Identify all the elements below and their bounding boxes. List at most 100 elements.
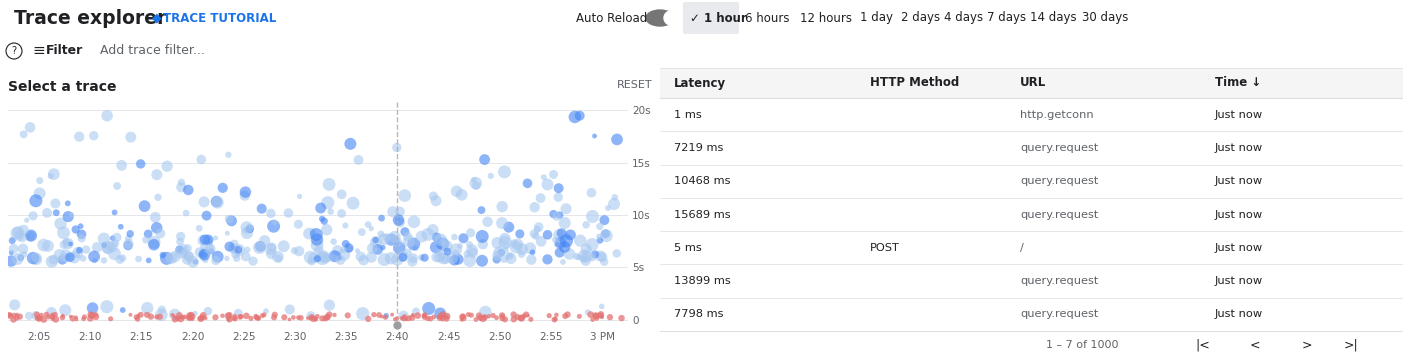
Point bbox=[481, 313, 504, 318]
Point bbox=[173, 251, 195, 256]
Point bbox=[386, 145, 408, 150]
Point bbox=[261, 244, 283, 250]
Point bbox=[595, 231, 617, 237]
Point bbox=[216, 230, 239, 236]
Point bbox=[220, 218, 243, 224]
Point bbox=[194, 257, 216, 263]
Point bbox=[219, 316, 241, 322]
Point bbox=[337, 313, 359, 318]
Point bbox=[380, 237, 403, 242]
Point bbox=[97, 244, 119, 250]
Text: Latency: Latency bbox=[673, 76, 727, 89]
Point bbox=[596, 205, 619, 211]
Point bbox=[58, 241, 80, 247]
Point bbox=[443, 257, 466, 263]
Point bbox=[404, 246, 427, 251]
Point bbox=[201, 248, 223, 254]
Point bbox=[6, 312, 28, 317]
Point bbox=[175, 210, 198, 216]
Point bbox=[178, 315, 201, 321]
Point bbox=[528, 224, 550, 230]
Point bbox=[49, 252, 72, 258]
Point bbox=[584, 313, 606, 318]
Point bbox=[445, 188, 467, 194]
Point bbox=[334, 223, 356, 228]
Point bbox=[509, 315, 532, 321]
Point bbox=[499, 252, 522, 258]
Point bbox=[196, 238, 219, 243]
Point bbox=[236, 247, 258, 252]
Point bbox=[191, 315, 213, 321]
Point bbox=[363, 312, 386, 318]
Point bbox=[126, 316, 149, 322]
Point bbox=[279, 307, 302, 312]
Point bbox=[41, 309, 63, 315]
Point bbox=[119, 134, 142, 140]
Point bbox=[171, 314, 194, 320]
Point bbox=[104, 251, 126, 257]
Text: http.getconn: http.getconn bbox=[1020, 109, 1093, 120]
Point bbox=[42, 257, 65, 263]
Point bbox=[543, 172, 565, 177]
Point bbox=[429, 313, 452, 319]
Point bbox=[55, 239, 77, 244]
Point bbox=[42, 171, 65, 177]
Point bbox=[370, 215, 393, 221]
Point bbox=[28, 191, 51, 196]
Text: query.request: query.request bbox=[1020, 276, 1099, 286]
Point bbox=[51, 257, 73, 263]
Point bbox=[459, 242, 481, 247]
Point bbox=[375, 313, 397, 318]
Point bbox=[278, 317, 300, 322]
Point bbox=[435, 316, 457, 322]
Point bbox=[56, 200, 79, 206]
Point bbox=[505, 244, 528, 250]
Point bbox=[352, 257, 375, 263]
Point bbox=[83, 133, 105, 139]
Point bbox=[382, 209, 404, 215]
Point bbox=[568, 113, 591, 118]
Point bbox=[191, 314, 213, 320]
Point bbox=[6, 315, 28, 321]
Point bbox=[467, 313, 490, 318]
Point bbox=[380, 255, 403, 261]
Point bbox=[59, 241, 81, 247]
Point bbox=[188, 250, 210, 255]
Point bbox=[544, 237, 567, 243]
Point bbox=[128, 256, 150, 262]
Point bbox=[3, 246, 25, 252]
Text: URL: URL bbox=[1020, 76, 1047, 89]
Point bbox=[196, 308, 219, 314]
Point bbox=[588, 234, 610, 239]
Point bbox=[180, 312, 202, 318]
Text: Just now: Just now bbox=[1215, 109, 1263, 120]
Point bbox=[52, 315, 74, 321]
Bar bbox=[659, 68, 1403, 98]
Point bbox=[170, 234, 192, 239]
Point bbox=[143, 242, 166, 248]
Point bbox=[589, 253, 612, 259]
Point bbox=[473, 157, 495, 162]
Point bbox=[459, 230, 481, 236]
Point bbox=[219, 244, 241, 250]
Point bbox=[581, 255, 603, 261]
Point bbox=[170, 250, 192, 255]
Point bbox=[109, 224, 132, 230]
Point bbox=[425, 198, 448, 204]
Point bbox=[516, 181, 539, 186]
Point bbox=[302, 229, 324, 234]
Point bbox=[352, 311, 375, 317]
Point bbox=[206, 200, 229, 205]
Text: 7798 ms: 7798 ms bbox=[673, 309, 724, 320]
Point bbox=[414, 314, 436, 320]
Point bbox=[389, 245, 411, 251]
Point bbox=[307, 247, 330, 253]
Point bbox=[195, 244, 217, 250]
Point bbox=[554, 206, 577, 211]
Point bbox=[60, 212, 83, 218]
Point bbox=[0, 312, 21, 317]
Point bbox=[264, 219, 286, 225]
Point bbox=[52, 313, 74, 318]
Point bbox=[471, 258, 494, 264]
Text: 1 day: 1 day bbox=[860, 11, 892, 24]
